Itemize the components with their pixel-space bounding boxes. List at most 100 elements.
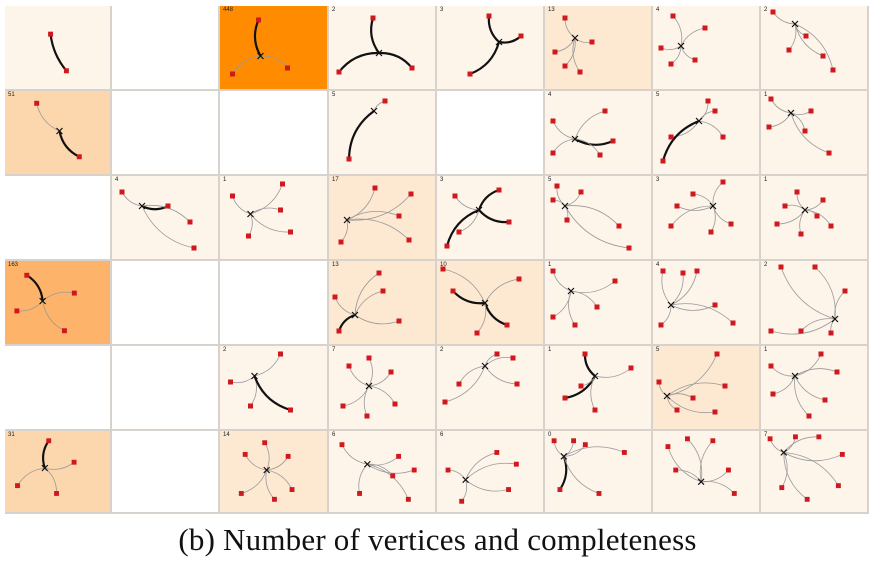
graph-glyph [228,351,293,413]
graph-edge [44,467,57,494]
graph-vertex [730,320,736,326]
graph-vertex [728,221,734,227]
graph-edge [788,23,797,51]
graph-vertex [411,467,417,473]
graph-vertex [798,328,804,334]
graph-glyph [562,351,634,413]
graph-glyph [338,185,414,245]
graph-vertex [390,473,396,479]
graph-edge [794,368,838,377]
graph-edge [341,444,368,465]
figure-caption: (b) Number of vertices and completeness [178,522,697,557]
graph-edge [699,440,714,482]
graph-vertex [366,355,372,361]
graph-edge [141,205,195,249]
graph-glyph [48,31,69,74]
graph-edge [660,304,672,326]
graph-vertex [408,191,414,197]
grid-cell-r1-c1 [5,6,112,91]
graph-vertex [504,322,510,328]
graph-edge [465,452,497,480]
graph-edge [701,469,729,483]
graph-edge [484,278,520,304]
graph-vertex [510,355,516,361]
graph-edge-bold [469,41,501,76]
grid-cell-r2-c8: 1 [761,91,869,176]
graph-edge [794,375,810,417]
hub-vertex [351,311,359,319]
graph-edge [814,266,836,320]
cell-count-label: 1 [548,262,552,268]
graph-edge [241,469,268,494]
cell-count-label: 5 [548,177,552,183]
grid-cell-r5-c8: 1 [761,346,869,431]
graph-vertex [119,189,125,195]
grid-cell-r2-c2 [112,91,220,176]
graph-edge-bold [574,138,614,146]
graph-glyph [444,187,512,249]
cell-count-label: 0 [548,432,552,438]
graph-vertex [665,444,671,450]
cell-count-label: 10 [440,262,447,268]
graph-glyph [119,189,197,251]
grid-cell-r6-c6: 0 [545,431,653,514]
graph-edge [670,270,698,306]
graph-vertex [280,181,285,187]
graph-vertex [674,407,680,413]
graph-vertex [626,245,632,251]
graph-vertex [842,288,848,294]
graph-glyph [768,351,840,419]
graph-edge [666,353,718,397]
graph-vertex [278,207,283,213]
graph-vertex [452,193,458,199]
graph-vertex [712,409,718,415]
hub-vertex [801,206,809,214]
graph-edge [442,268,486,304]
graph-edge [770,318,836,335]
graph-glyph [230,181,293,239]
graph-edge-bold [42,440,50,469]
graph-vertex [406,237,412,243]
graph-vertex [61,328,67,334]
graph-edge [790,110,812,115]
graph-vertex [63,68,69,74]
graph-vertex [396,213,402,219]
grid-cell-r5-c2 [112,346,220,431]
graph-glyph [550,183,632,251]
graph-vertex [839,451,845,457]
graph-vertex [336,69,342,75]
graph-edge [465,479,509,492]
graph-vertex [702,25,708,31]
graph-vertex [806,413,812,419]
graph-vertex [582,442,588,448]
graph-vertex [793,434,798,440]
graph-vertex [774,221,780,227]
graph-vertex [380,288,386,294]
grid-cell-r4-c4: 13 [329,261,437,346]
hub-vertex [365,382,373,390]
graph-glyph [766,96,832,156]
graph-edge [250,183,283,215]
graph-vertex [834,369,840,375]
graph-vertex [822,397,828,403]
cell-count-label: 5 [656,347,660,353]
grid-cell-r1-c8: 2 [761,6,869,91]
graph-edge [484,365,518,385]
hub-vertex [481,299,489,307]
graph-edge [712,181,724,207]
graph-edge [570,290,598,308]
graph-vertex [680,270,686,276]
cell-count-label: 4 [548,92,552,98]
hub-vertex [591,372,599,380]
graph-vertex [518,33,524,39]
graph-vertex [388,369,394,375]
graph-vertex [705,98,711,104]
graph-edge [670,303,734,324]
graph-vertex [364,413,370,419]
hub-vertex [567,287,575,295]
graph-edge-bold [445,208,480,247]
cell-count-label: 4 [656,7,660,13]
grid-cell-r3-c8: 1 [761,176,869,261]
graph-vertex [24,272,30,278]
graph-edge [670,272,684,306]
